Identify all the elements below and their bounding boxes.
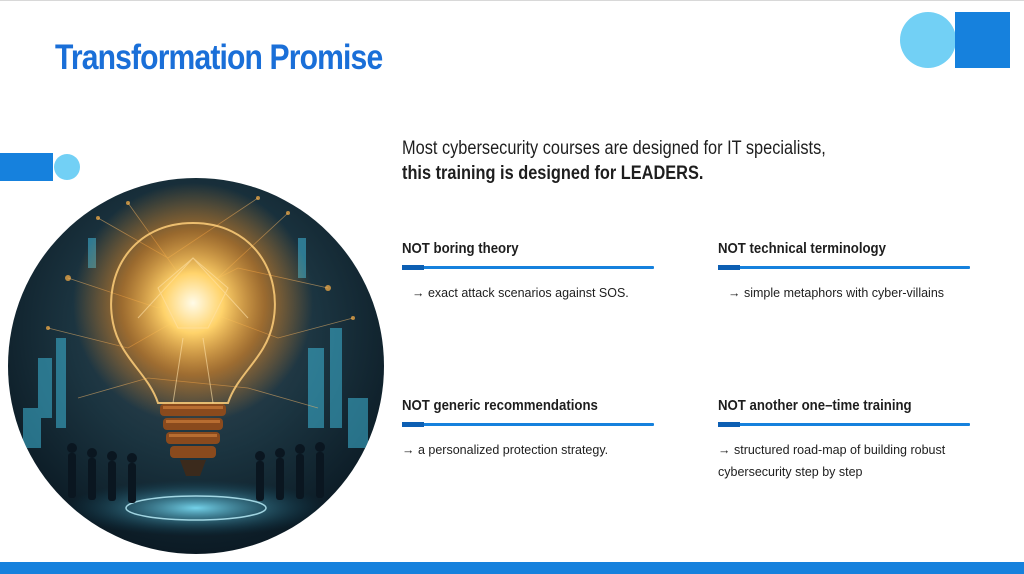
intro-line-2: this training is designed for LEADERS. [402, 163, 704, 184]
decorative-square-top-right [955, 12, 1010, 68]
card-description: → simple metaphors with cyber-villains [728, 286, 945, 300]
card-underline [402, 422, 654, 427]
promise-card-training: NOT another one–time training → structur… [718, 397, 970, 483]
card-heading: NOT another one–time training [718, 397, 912, 414]
intro-line-1: Most cybersecurity courses are designed … [402, 138, 826, 159]
card-description: → exact attack scenarios against SOS. [412, 286, 629, 300]
promise-card-terminology: NOT technical terminology → simple metap… [718, 240, 970, 304]
intro-text: Most cybersecurity courses are designed … [402, 136, 826, 186]
decorative-circle-left [54, 154, 80, 180]
decorative-circle-top-right [900, 12, 956, 68]
card-heading: NOT generic recommendations [402, 397, 598, 414]
promise-card-recommendations: NOT generic recommendations → a personal… [402, 397, 654, 461]
card-description: → a personalized protection strategy. [402, 443, 609, 457]
card-underline [718, 265, 970, 270]
top-divider [0, 0, 1024, 1]
bottom-accent-bar [0, 562, 1024, 574]
promise-card-theory: NOT boring theory → exact attack scenari… [402, 240, 654, 304]
lightbulb-illustration [8, 178, 384, 554]
card-underline [402, 265, 654, 270]
card-description-line-1: → structured road-map of building robust [718, 443, 946, 457]
card-description-line-2: cybersecurity step by step [718, 465, 863, 479]
card-underline [718, 422, 970, 427]
card-heading: NOT boring theory [402, 240, 519, 257]
card-description: → structured road-map of building robust… [718, 439, 970, 483]
decorative-bar-left [0, 153, 53, 181]
page-title: Transformation Promise [55, 38, 383, 77]
card-heading: NOT technical terminology [718, 240, 886, 257]
